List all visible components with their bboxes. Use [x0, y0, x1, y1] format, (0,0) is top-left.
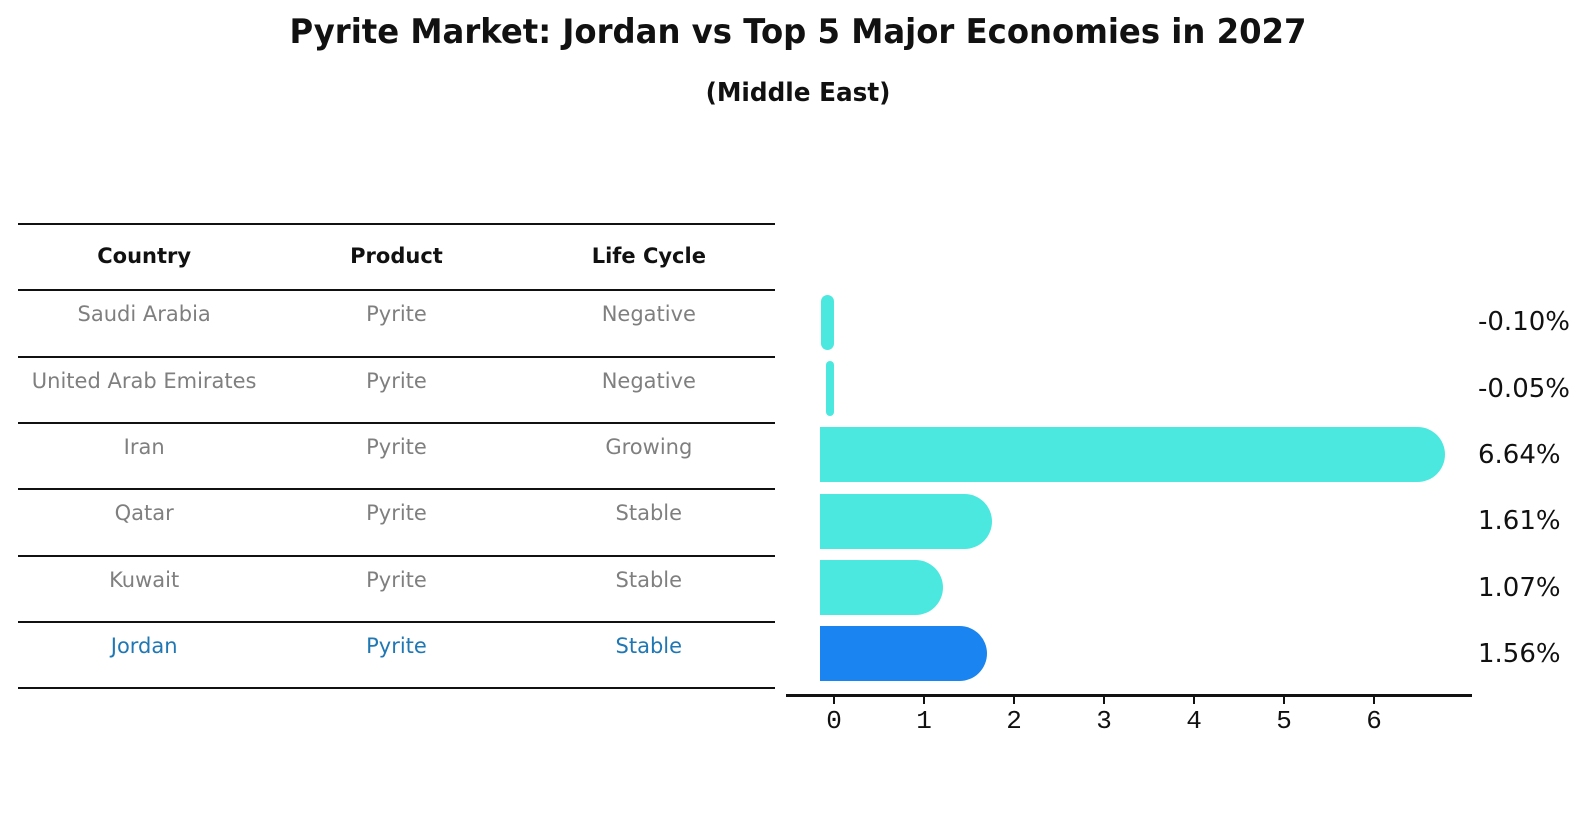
table-cell-product: Pyrite — [366, 633, 427, 658]
table-row: Jordan Pyrite Stable — [18, 621, 775, 687]
x-axis-tick-mark — [1103, 696, 1105, 704]
column-header-product: Product — [350, 244, 443, 268]
bar — [820, 560, 944, 615]
x-axis-tick-label: 5 — [1276, 706, 1292, 736]
bar-value-label: -0.10% — [1478, 307, 1570, 338]
table-divider-line — [18, 488, 775, 491]
table-cell-country: Qatar — [114, 501, 174, 526]
table-row: Saudi Arabia Pyrite Negative — [18, 289, 775, 355]
x-axis-tick-label: 2 — [1006, 706, 1022, 736]
table-divider-line — [18, 421, 775, 424]
bar — [820, 493, 992, 549]
column-header-lifecycle: Life Cycle — [591, 244, 706, 268]
x-axis-tick-mark — [923, 696, 925, 704]
table-cell-lifecycle: Stable — [615, 501, 683, 526]
table-cell-country: Jordan — [110, 633, 178, 658]
table-cell-product: Pyrite — [366, 434, 427, 459]
x-axis-tick-label: 0 — [826, 706, 842, 736]
table-divider-line — [18, 687, 775, 690]
table-cell-product: Pyrite — [366, 368, 427, 393]
x-axis-tick-label: 1 — [916, 706, 932, 736]
table-cell-country: Kuwait — [109, 567, 180, 592]
chart-subtitle: (Middle East) — [705, 78, 891, 108]
table-divider-line — [18, 223, 775, 225]
x-axis-tick-label: 3 — [1096, 706, 1112, 736]
x-axis-line — [786, 694, 1472, 697]
bar-value-label: -0.05% — [1478, 373, 1570, 404]
table-cell-product: Pyrite — [366, 567, 427, 592]
highlight-bar — [820, 626, 988, 682]
bar-value-label: 1.61% — [1478, 506, 1561, 537]
table-row: Iran Pyrite Growing — [18, 422, 775, 488]
bar — [825, 361, 834, 417]
table-row: United Arab Emirates Pyrite Negative — [18, 356, 775, 422]
bar — [820, 427, 1445, 483]
table-cell-country: Saudi Arabia — [77, 302, 211, 327]
table-cell-lifecycle: Stable — [615, 567, 683, 592]
table-row: Kuwait Pyrite Stable — [18, 555, 775, 621]
table-cell-lifecycle: Stable — [615, 633, 683, 658]
table-cell-lifecycle: Growing — [605, 434, 693, 459]
x-axis-tick-mark — [1013, 696, 1015, 704]
x-axis-tick-mark — [1193, 696, 1195, 704]
bar — [821, 294, 834, 350]
table-cell-product: Pyrite — [366, 501, 427, 526]
table-divider-line — [18, 620, 775, 623]
table-cell-lifecycle: Negative — [601, 368, 696, 393]
x-axis-tick-mark — [1283, 696, 1285, 704]
x-axis-tick-label: 6 — [1366, 706, 1382, 736]
bar-value-label: 1.56% — [1478, 638, 1561, 669]
column-header-country: Country — [97, 244, 192, 268]
chart-title: Pyrite Market: Jordan vs Top 5 Major Eco… — [289, 12, 1307, 52]
table-cell-lifecycle: Negative — [601, 302, 696, 327]
table-cell-country: United Arab Emirates — [31, 368, 257, 393]
table-row: Qatar Pyrite Stable — [18, 488, 775, 554]
table-divider-line — [18, 355, 775, 358]
x-axis-tick-label: 4 — [1186, 706, 1202, 736]
table-divider-line — [18, 289, 775, 292]
x-axis-tick-mark — [1373, 696, 1375, 704]
table-divider-line — [18, 554, 775, 557]
x-axis-tick-mark — [833, 696, 835, 704]
table-cell-product: Pyrite — [366, 302, 427, 327]
bar-value-label: 1.07% — [1478, 572, 1561, 603]
table-cell-country: Iran — [123, 434, 165, 459]
table-header: Country Product Life Cycle — [18, 223, 775, 289]
bar-value-label: 6.64% — [1478, 439, 1561, 470]
